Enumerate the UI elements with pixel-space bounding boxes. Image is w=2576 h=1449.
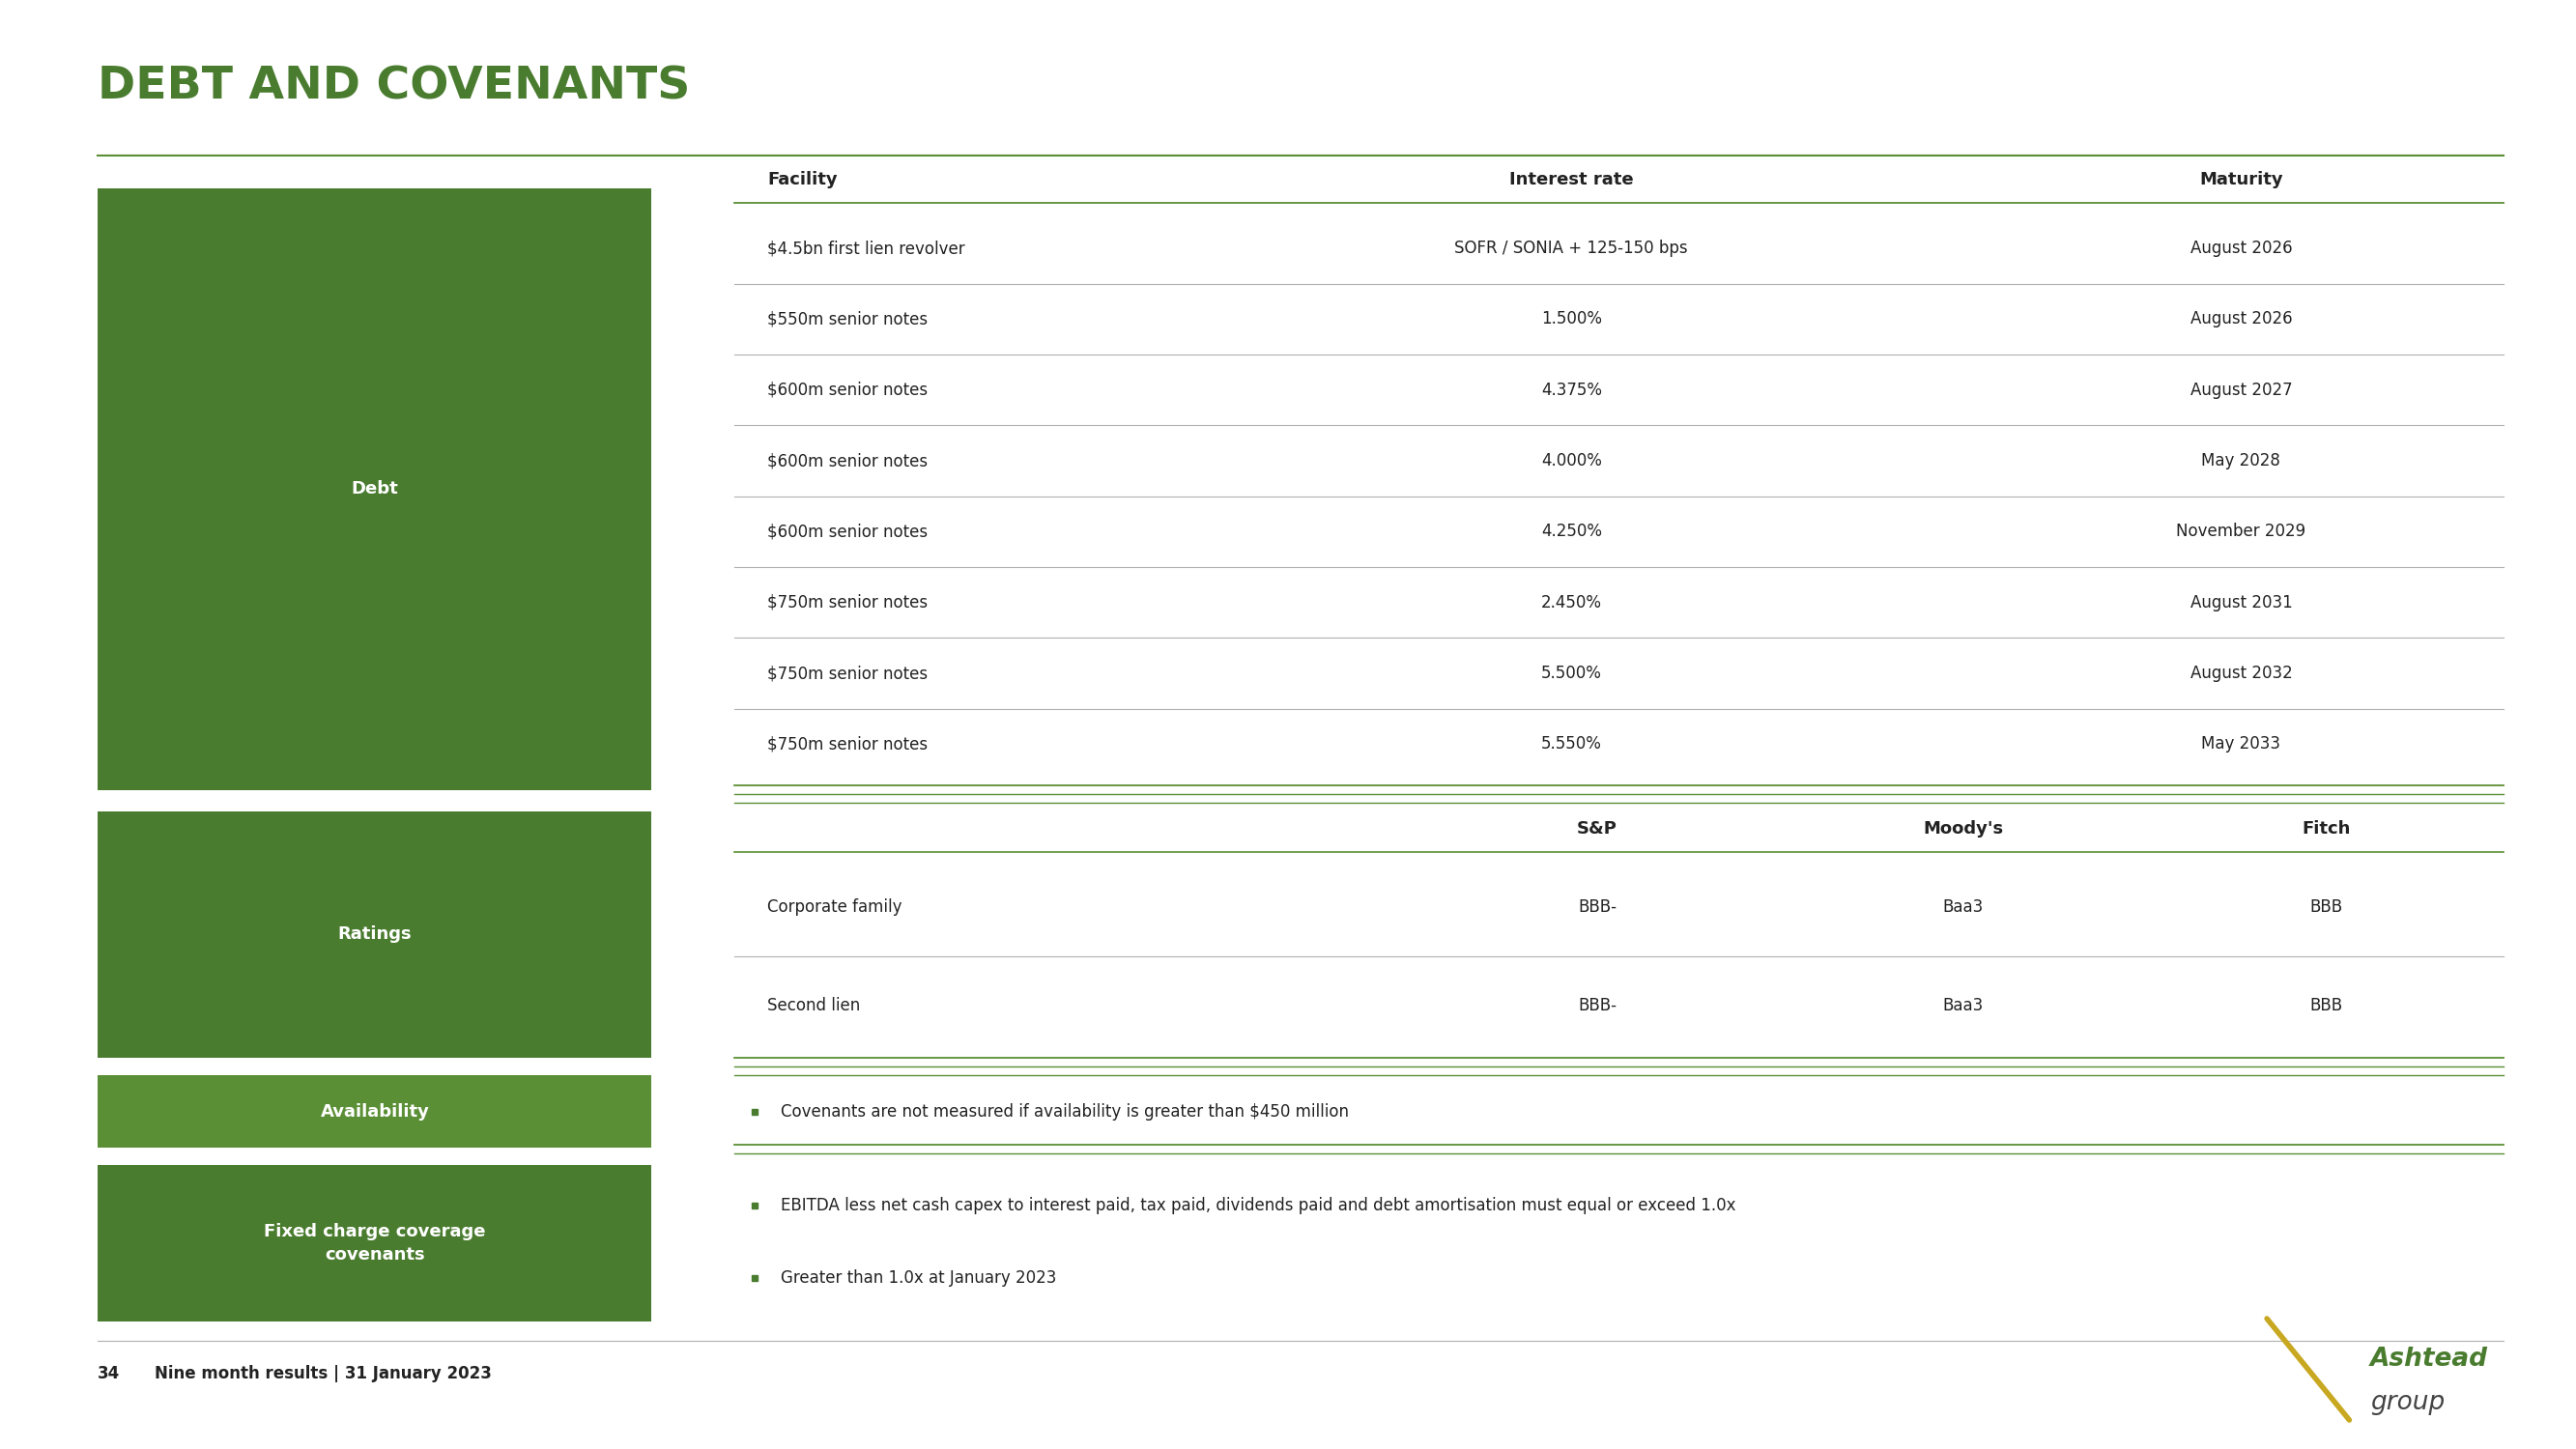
Text: Debt: Debt xyxy=(350,481,399,498)
Text: $550m senior notes: $550m senior notes xyxy=(768,310,927,327)
Text: August 2026: August 2026 xyxy=(2190,239,2293,256)
Text: Fitch: Fitch xyxy=(2303,820,2349,838)
Text: Corporate family: Corporate family xyxy=(768,898,902,916)
Text: DEBT AND COVENANTS: DEBT AND COVENANTS xyxy=(98,65,690,109)
Text: 4.250%: 4.250% xyxy=(1540,523,1602,540)
Text: August 2027: August 2027 xyxy=(2190,381,2293,398)
Text: BBB: BBB xyxy=(2311,997,2342,1014)
Bar xyxy=(98,188,652,790)
Text: Greater than 1.0x at January 2023: Greater than 1.0x at January 2023 xyxy=(781,1269,1056,1287)
Text: 1.500%: 1.500% xyxy=(1540,310,1602,327)
Text: 5.500%: 5.500% xyxy=(1540,665,1602,682)
Text: 2.450%: 2.450% xyxy=(1540,594,1602,611)
Text: May 2033: May 2033 xyxy=(2202,736,2280,753)
Text: $750m senior notes: $750m senior notes xyxy=(768,665,927,682)
Text: S&P: S&P xyxy=(1577,820,1618,838)
Text: 4.000%: 4.000% xyxy=(1540,452,1602,469)
Text: Baa3: Baa3 xyxy=(1942,997,1984,1014)
Text: 4.375%: 4.375% xyxy=(1540,381,1602,398)
Text: Facility: Facility xyxy=(768,171,837,188)
Text: BBB: BBB xyxy=(2311,898,2342,916)
Text: Baa3: Baa3 xyxy=(1942,898,1984,916)
Text: Ratings: Ratings xyxy=(337,926,412,943)
Text: 34: 34 xyxy=(98,1365,121,1382)
Text: $750m senior notes: $750m senior notes xyxy=(768,594,927,611)
Text: Moody's: Moody's xyxy=(1922,820,2004,838)
Text: $750m senior notes: $750m senior notes xyxy=(768,736,927,753)
Bar xyxy=(98,811,652,1058)
Text: May 2028: May 2028 xyxy=(2202,452,2280,469)
Text: Covenants are not measured if availability is greater than $450 million: Covenants are not measured if availabili… xyxy=(781,1103,1350,1120)
Text: $600m senior notes: $600m senior notes xyxy=(768,452,927,469)
Text: August 2031: August 2031 xyxy=(2190,594,2293,611)
Text: Fixed charge coverage
covenants: Fixed charge coverage covenants xyxy=(263,1223,487,1264)
Bar xyxy=(98,1165,652,1321)
Bar xyxy=(98,1075,652,1148)
Text: Ashtead: Ashtead xyxy=(2370,1346,2488,1372)
Text: August 2032: August 2032 xyxy=(2190,665,2293,682)
Text: $600m senior notes: $600m senior notes xyxy=(768,523,927,540)
Text: EBITDA less net cash capex to interest paid, tax paid, dividends paid and debt a: EBITDA less net cash capex to interest p… xyxy=(781,1197,1736,1214)
Text: 5.550%: 5.550% xyxy=(1540,736,1602,753)
Text: November 2029: November 2029 xyxy=(2177,523,2306,540)
Text: Nine month results | 31 January 2023: Nine month results | 31 January 2023 xyxy=(155,1365,492,1382)
Text: BBB-: BBB- xyxy=(1577,997,1618,1014)
Text: $4.5bn first lien revolver: $4.5bn first lien revolver xyxy=(768,239,966,256)
Text: SOFR / SONIA + 125-150 bps: SOFR / SONIA + 125-150 bps xyxy=(1455,239,1687,256)
Text: BBB-: BBB- xyxy=(1577,898,1618,916)
Text: $600m senior notes: $600m senior notes xyxy=(768,381,927,398)
Text: August 2026: August 2026 xyxy=(2190,310,2293,327)
Text: Interest rate: Interest rate xyxy=(1510,171,1633,188)
Text: Maturity: Maturity xyxy=(2200,171,2282,188)
Text: Availability: Availability xyxy=(319,1103,430,1120)
Text: group: group xyxy=(2370,1390,2445,1416)
Text: Second lien: Second lien xyxy=(768,997,860,1014)
